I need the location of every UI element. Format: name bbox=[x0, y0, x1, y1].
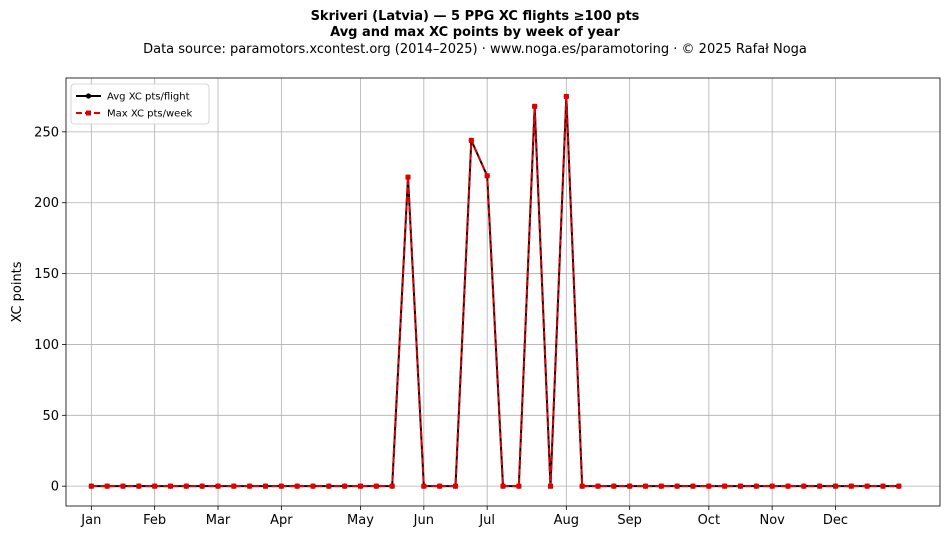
data-point bbox=[342, 483, 348, 489]
data-point bbox=[468, 137, 474, 143]
y-tick-label: 200 bbox=[34, 196, 59, 211]
series-line-2 bbox=[91, 95, 899, 488]
data-point bbox=[532, 103, 538, 109]
series-line-1 bbox=[91, 95, 899, 488]
data-point bbox=[611, 483, 617, 489]
chart-subtitle-bold: Avg and max XC points by week of year bbox=[330, 25, 620, 40]
data-point bbox=[389, 483, 395, 489]
data-point bbox=[674, 483, 680, 489]
data-point bbox=[88, 483, 94, 489]
x-tick-label: Jan bbox=[80, 513, 101, 528]
y-tick-label: 250 bbox=[34, 125, 59, 140]
x-tick-label: Oct bbox=[698, 513, 720, 528]
data-point bbox=[437, 483, 443, 489]
data-point bbox=[263, 483, 268, 489]
data-point bbox=[199, 483, 205, 489]
y-axis-label: XC points bbox=[10, 261, 25, 322]
data-point bbox=[753, 483, 759, 489]
x-tick-label: Sep bbox=[617, 513, 642, 528]
data-point bbox=[880, 483, 886, 489]
data-point bbox=[563, 93, 569, 99]
legend[interactable]: Avg XC pts/flight Max XC pts/week bbox=[70, 83, 210, 125]
chart-title: Skriveri (Latvia) — 5 PPG XC flights ≥10… bbox=[310, 9, 640, 24]
data-point bbox=[358, 483, 363, 489]
legend-label-1: Avg XC pts/flight bbox=[107, 92, 190, 103]
data-point bbox=[294, 483, 300, 489]
data-point bbox=[658, 483, 664, 489]
data-point bbox=[326, 483, 332, 489]
axes: Jan Feb Mar Apr May Jun Jul Aug Sep Oct Nov Dec 0 50 1… bbox=[10, 77, 941, 528]
data-point bbox=[595, 483, 601, 489]
data-point bbox=[405, 174, 411, 180]
data-point bbox=[136, 483, 142, 489]
series-layer bbox=[88, 93, 902, 489]
data-point bbox=[310, 483, 316, 489]
data-point bbox=[183, 483, 189, 489]
data-point bbox=[833, 483, 838, 489]
x-tick-label: Aug bbox=[554, 513, 579, 528]
x-tick-label: Mar bbox=[206, 513, 231, 528]
data-point bbox=[785, 483, 791, 489]
data-point bbox=[627, 483, 633, 489]
plot-frame bbox=[65, 77, 941, 507]
data-point bbox=[500, 483, 506, 489]
data-point bbox=[215, 483, 221, 489]
legend-marker bbox=[85, 93, 92, 99]
data-point bbox=[848, 483, 854, 489]
x-tick-label: Jun bbox=[413, 513, 434, 528]
x-tick-label: Dec bbox=[823, 513, 848, 528]
data-point bbox=[231, 483, 237, 489]
data-point bbox=[738, 483, 743, 489]
data-point bbox=[168, 483, 173, 489]
x-tick-label: Apr bbox=[270, 513, 293, 528]
data-point bbox=[722, 483, 728, 489]
x-tick-label: Jul bbox=[478, 513, 495, 528]
data-point bbox=[896, 483, 902, 489]
data-point bbox=[373, 483, 379, 489]
data-point bbox=[120, 483, 126, 489]
y-tick-label: 50 bbox=[42, 409, 59, 424]
data-point bbox=[453, 483, 458, 489]
x-tick-label: May bbox=[347, 513, 374, 528]
y-tick-label: 0 bbox=[51, 480, 59, 495]
data-point bbox=[706, 483, 712, 489]
data-point bbox=[484, 173, 490, 179]
legend-marker bbox=[86, 110, 91, 116]
data-point bbox=[421, 483, 427, 489]
data-point bbox=[690, 483, 696, 489]
legend-box bbox=[70, 83, 210, 125]
data-point bbox=[769, 483, 775, 489]
data-point bbox=[643, 483, 648, 489]
chart-data-source: Data source: paramotors.xcontest.org (20… bbox=[143, 42, 807, 57]
data-point bbox=[801, 483, 807, 489]
grid bbox=[66, 78, 940, 506]
data-point bbox=[247, 483, 253, 489]
data-point bbox=[152, 483, 158, 489]
data-point bbox=[817, 483, 823, 489]
data-point bbox=[864, 483, 870, 489]
data-point bbox=[579, 483, 585, 489]
legend-label-2: Max XC pts/week bbox=[107, 109, 192, 120]
data-point bbox=[516, 483, 522, 489]
y-tick-label: 100 bbox=[34, 338, 59, 353]
data-point bbox=[278, 483, 284, 489]
x-tick-label: Feb bbox=[143, 513, 166, 528]
data-point bbox=[104, 483, 110, 489]
data-point bbox=[548, 483, 553, 489]
y-tick-label: 150 bbox=[34, 267, 59, 282]
x-tick-label: Nov bbox=[759, 513, 785, 528]
